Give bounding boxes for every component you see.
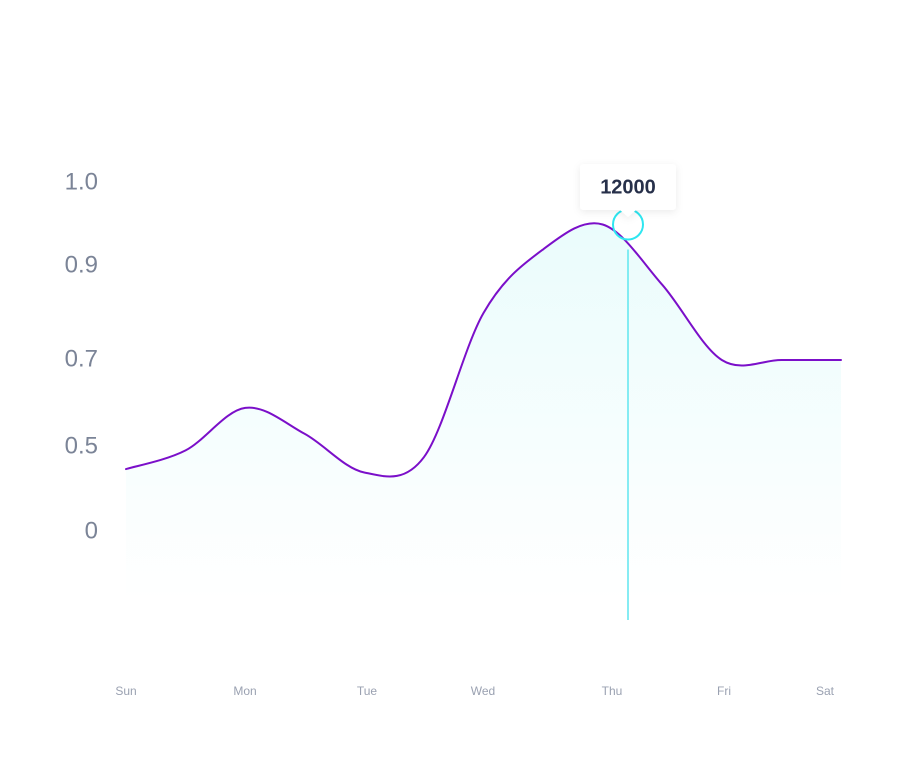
- value-tooltip: 12000: [580, 164, 676, 217]
- y-tick-label: 1.0: [65, 168, 98, 195]
- y-tick-label: 0.5: [65, 432, 98, 459]
- x-tick-label: Wed: [471, 684, 495, 698]
- x-tick-label: Thu: [602, 684, 623, 698]
- x-tick-label: Mon: [233, 684, 256, 698]
- series-line: [125, 222, 842, 478]
- y-tick-label: 0.7: [65, 345, 98, 372]
- x-tick-label: Sat: [816, 684, 835, 698]
- tooltip-value-label: 12000: [600, 176, 656, 198]
- x-tick-label: Tue: [357, 684, 378, 698]
- x-tick-label: Sun: [115, 684, 136, 698]
- x-axis-tick-labels: Sun Mon Tue Wed Thu Fri Sat: [115, 684, 834, 698]
- series-area-fill: [126, 223, 841, 600]
- tooltip-box: [580, 164, 676, 217]
- y-tick-label: 0.9: [65, 251, 98, 278]
- x-tick-label: Fri: [717, 684, 731, 698]
- y-axis-tick-labels: 1.0 0.9 0.7 0.5 0: [65, 168, 98, 544]
- y-tick-label: 0: [85, 517, 98, 544]
